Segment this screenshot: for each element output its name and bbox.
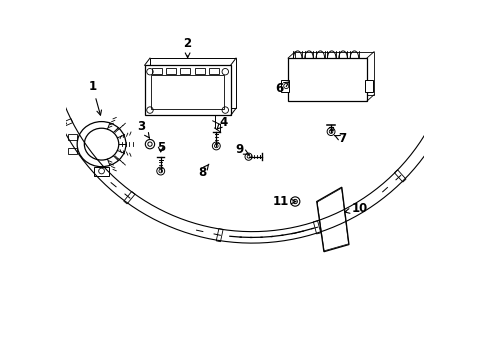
Bar (180, 68, 191, 74)
Text: 11: 11 (273, 195, 296, 208)
Polygon shape (450, 68, 462, 77)
Polygon shape (124, 192, 135, 204)
Bar (95, 167, 109, 176)
Polygon shape (314, 221, 321, 234)
Text: 6: 6 (275, 82, 289, 95)
Bar (288, 58, 367, 101)
Bar (295, 51, 374, 95)
Polygon shape (317, 187, 349, 252)
Bar (166, 68, 176, 74)
Text: 10: 10 (345, 202, 368, 215)
Bar (145, 65, 231, 116)
Polygon shape (216, 229, 223, 242)
Bar (68, 148, 77, 154)
Bar (68, 134, 77, 140)
Text: 4: 4 (217, 116, 228, 130)
Bar (152, 68, 162, 74)
Bar (195, 68, 205, 74)
Polygon shape (42, 68, 54, 77)
Text: 1: 1 (89, 80, 101, 115)
Text: 7: 7 (335, 132, 346, 145)
Bar (151, 75, 224, 109)
Bar (281, 80, 289, 93)
Bar (365, 80, 373, 93)
Text: 2: 2 (184, 37, 192, 58)
Text: 5: 5 (157, 141, 165, 154)
Text: 3: 3 (137, 120, 149, 138)
Text: 9: 9 (236, 143, 249, 156)
Bar (209, 68, 219, 74)
Text: 8: 8 (198, 164, 209, 179)
Polygon shape (444, 88, 457, 96)
Bar (150, 58, 236, 108)
Polygon shape (60, 119, 73, 128)
Polygon shape (394, 170, 406, 182)
